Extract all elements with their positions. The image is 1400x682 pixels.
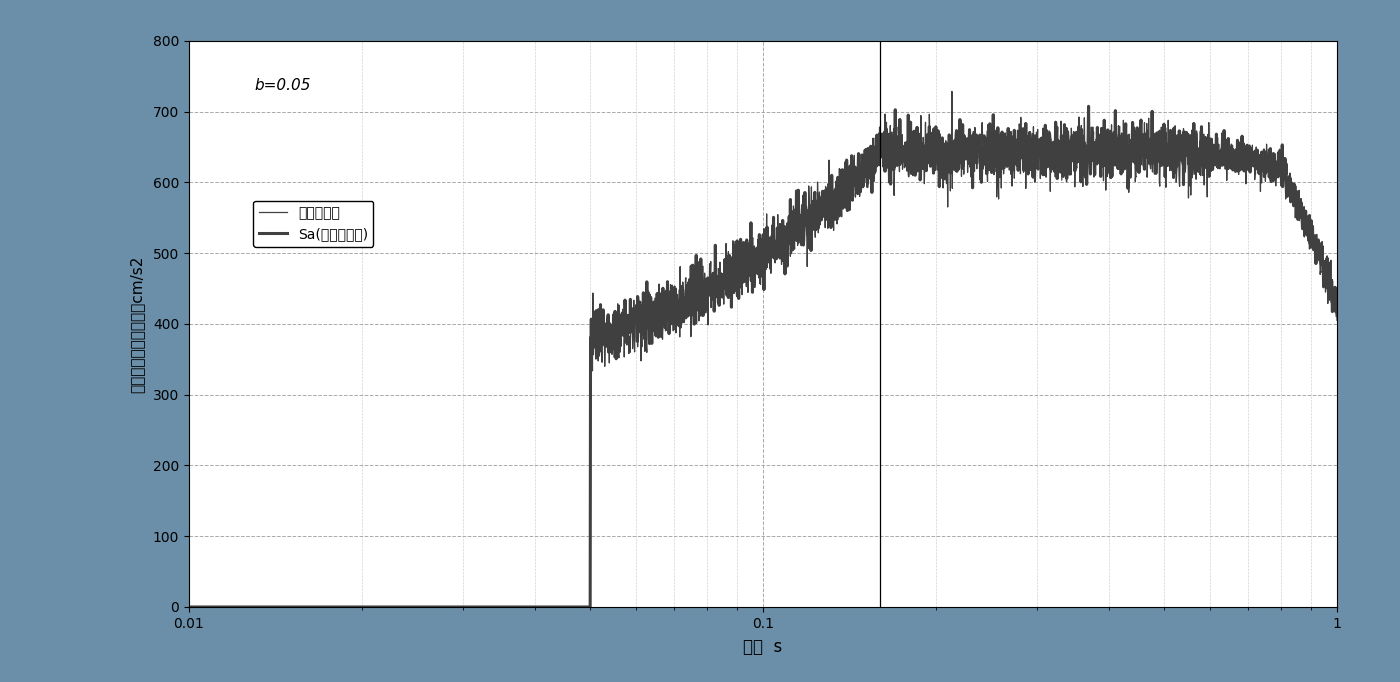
ターゲット [312,603,329,611]
Line: ターゲット: ターゲット [189,91,1337,607]
ターゲット [671,301,687,310]
Sa(工学的基盤) [181,603,197,611]
ターゲット [1306,246,1323,254]
Sa(工学的基盤) [379,603,396,611]
Sa(工学的基盤) [1329,312,1345,320]
ターゲット [944,87,960,95]
ターゲット [181,603,197,611]
Sa(工学的基盤) [620,329,637,337]
Sa(工学的基盤) [1183,144,1200,152]
ターゲット [620,337,637,345]
Sa(工学的基盤) [1306,234,1323,242]
Legend: ターゲット, Sa(工学的基盤): ターゲット, Sa(工学的基盤) [253,201,374,247]
Sa(工学的基盤) [312,603,329,611]
ターゲット [1183,150,1200,158]
X-axis label: 周期  s: 周期 s [743,638,783,655]
ターゲット [379,603,396,611]
Y-axis label: 加速度応答スペクトルcm/s2: 加速度応答スペクトルcm/s2 [130,255,144,393]
Text: b=0.05: b=0.05 [255,78,311,93]
ターゲット [1329,316,1345,325]
Sa(工学的基盤) [671,322,687,330]
Line: Sa(工学的基盤): Sa(工学的基盤) [189,106,1337,607]
Sa(工学的基盤) [1081,102,1098,110]
